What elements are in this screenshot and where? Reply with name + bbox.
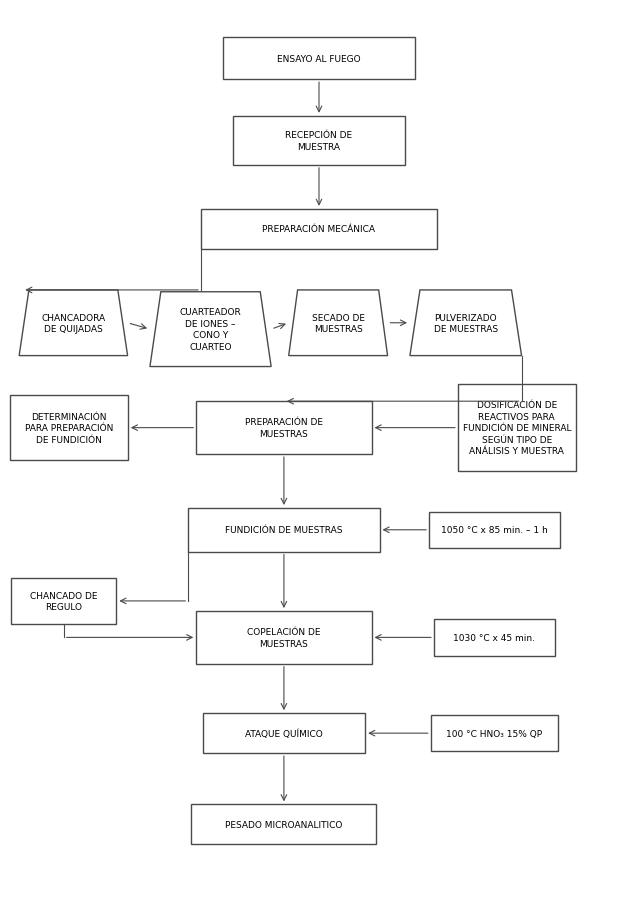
Text: PULVERIZADO
DE MUESTRAS: PULVERIZADO DE MUESTRAS (434, 313, 498, 333)
Text: ATAQUE QUÍMICO: ATAQUE QUÍMICO (245, 729, 323, 738)
Bar (10, 395, 128, 461)
Bar (11, 578, 116, 624)
Text: CUARTEADOR
DE IONES –
CONO Y
CUARTEO: CUARTEADOR DE IONES – CONO Y CUARTEO (180, 308, 241, 352)
Polygon shape (19, 291, 128, 356)
Polygon shape (288, 291, 388, 356)
Text: PESADO MICROANALITICO: PESADO MICROANALITICO (225, 820, 343, 829)
Bar (458, 384, 576, 472)
Bar (434, 619, 555, 656)
Text: 1050 °C x 85 min. – 1 h: 1050 °C x 85 min. – 1 h (441, 526, 548, 535)
Bar (203, 713, 365, 753)
Bar (197, 611, 371, 664)
Text: FUNDICIÓN DE MUESTRAS: FUNDICIÓN DE MUESTRAS (225, 526, 343, 535)
Polygon shape (150, 292, 271, 367)
Text: DETERMINACIÓN
PARA PREPARACIÓN
DE FUNDICIÓN: DETERMINACIÓN PARA PREPARACIÓN DE FUNDIC… (25, 413, 113, 444)
Bar (223, 38, 415, 80)
Text: ENSAYO AL FUEGO: ENSAYO AL FUEGO (277, 55, 361, 64)
Bar (233, 117, 405, 166)
Text: DOSIFICACIÓN DE
REACTIVOS PARA
FUNDICIÓN DE MINERAL
SEGÚN TIPO DE
ANÁLISIS Y MUE: DOSIFICACIÓN DE REACTIVOS PARA FUNDICIÓN… (463, 401, 571, 456)
Text: COPELACIÓN DE
MUESTRAS: COPELACIÓN DE MUESTRAS (247, 628, 321, 648)
Bar (201, 210, 437, 250)
Text: PREPARACIÓN MECÁNICA: PREPARACIÓN MECÁNICA (262, 225, 376, 234)
Bar (431, 715, 558, 752)
Polygon shape (410, 291, 522, 356)
Text: CHANCADORA
DE QUIJADAS: CHANCADORA DE QUIJADAS (41, 313, 105, 333)
Text: RECEPCIÓN DE
MUESTRA: RECEPCIÓN DE MUESTRA (285, 131, 353, 151)
Text: PREPARACIÓN DE
MUESTRAS: PREPARACIÓN DE MUESTRAS (245, 418, 323, 438)
Text: 100 °C HNO₃ 15% QP: 100 °C HNO₃ 15% QP (447, 729, 542, 738)
Bar (188, 508, 380, 552)
Text: CHANCADO DE
REGULO: CHANCADO DE REGULO (30, 591, 98, 611)
Bar (197, 402, 371, 455)
Bar (191, 804, 376, 844)
Text: SECADO DE
MUESTRAS: SECADO DE MUESTRAS (311, 313, 365, 333)
Text: 1030 °C x 45 min.: 1030 °C x 45 min. (454, 633, 535, 642)
Bar (429, 512, 560, 548)
